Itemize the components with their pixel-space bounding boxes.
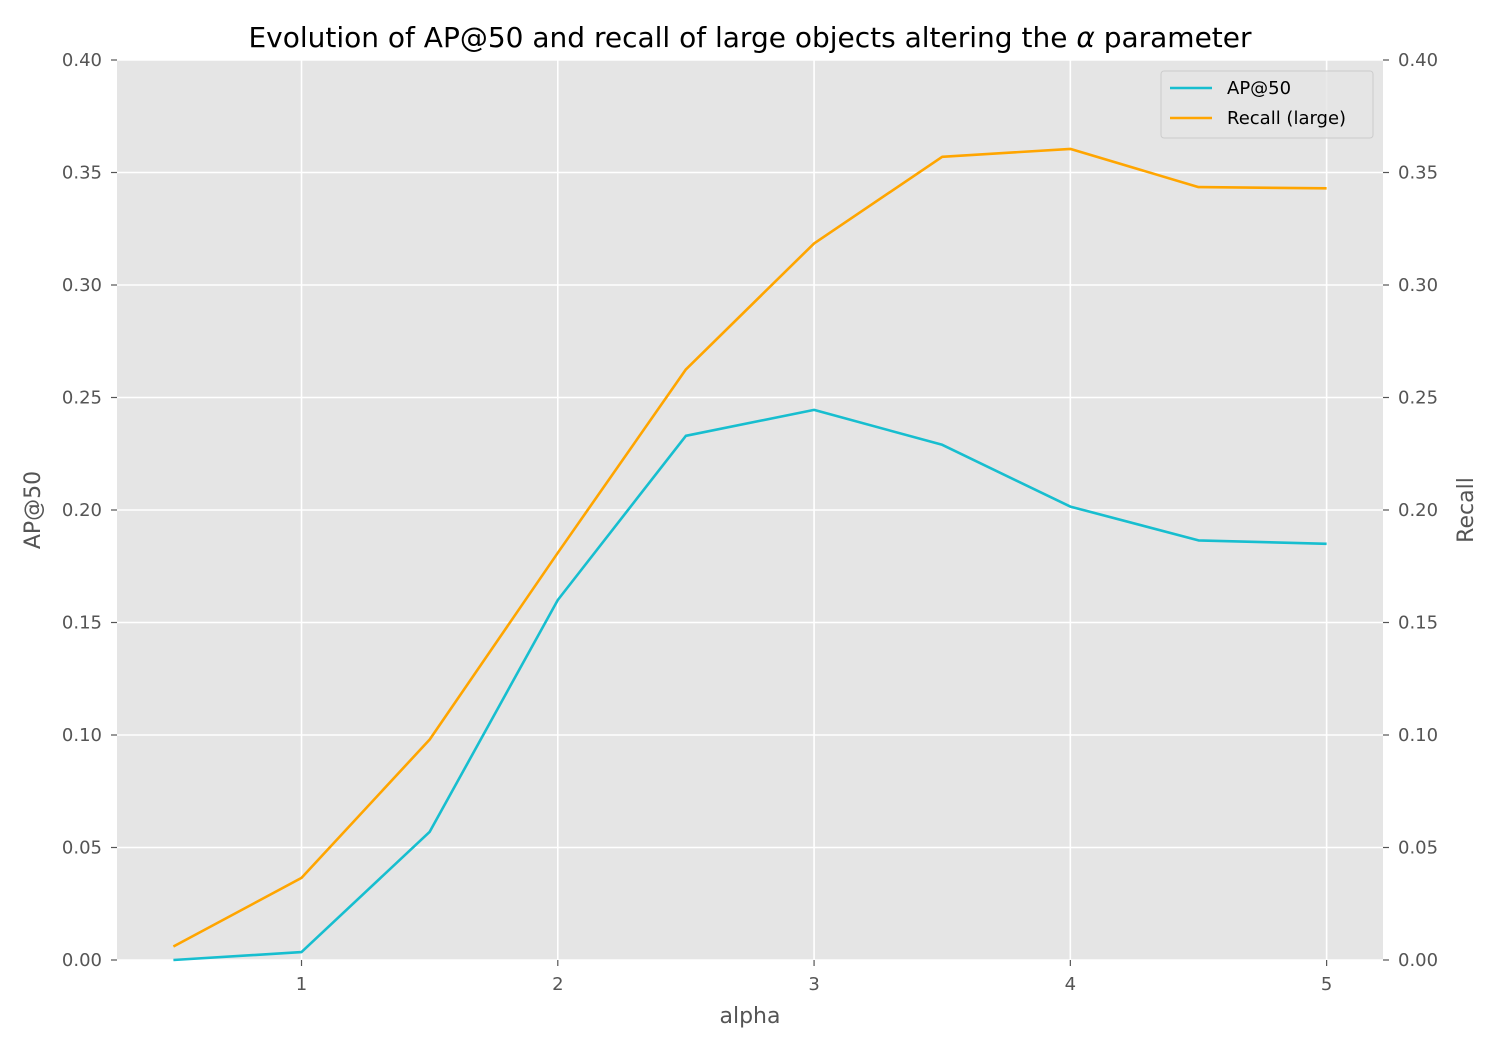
y-right-tick-label: 0.15 bbox=[1398, 613, 1438, 634]
y-right-tick-label: 0.35 bbox=[1398, 163, 1438, 184]
y-right-tick-label: 0.40 bbox=[1398, 50, 1438, 71]
series-line-recall-large bbox=[172, 147, 1327, 948]
y-left-tick-label: 0.40 bbox=[62, 50, 102, 71]
chart-title: Evolution of AP@50 and recall of large o… bbox=[248, 21, 1252, 54]
y-right-tick-label: 0.25 bbox=[1398, 388, 1438, 409]
y-right-tick-label: 0.30 bbox=[1398, 275, 1438, 296]
y-axis-right-label: Recall bbox=[1454, 477, 1479, 543]
y-left-tick-label: 0.35 bbox=[62, 163, 102, 184]
y-axis-left-label: AP@50 bbox=[21, 471, 46, 549]
y-left-tick-label: 0.15 bbox=[62, 613, 102, 634]
axes: 1 2 3 4 5 0.00 0.00 0.05 0.05 0.10 0.10 0.15 0.15 0.2… bbox=[62, 50, 1438, 995]
y-right-tick-label: 0.05 bbox=[1398, 838, 1438, 859]
title-prefix: Evolution of AP@50 and recall of large o… bbox=[248, 21, 1076, 54]
y-left-tick-label: 0.20 bbox=[62, 500, 102, 521]
x-tick-label: 1 bbox=[296, 974, 307, 995]
x-tick-label: 3 bbox=[808, 974, 819, 995]
y-right-tick-label: 0.20 bbox=[1398, 500, 1438, 521]
y-left-tick-label: 0.05 bbox=[62, 838, 102, 859]
y-left-tick-label: 0.10 bbox=[62, 725, 102, 746]
x-tick-label: 5 bbox=[1321, 974, 1332, 995]
title-suffix: parameter bbox=[1095, 21, 1252, 54]
grid-lines bbox=[117, 59, 1383, 961]
y-left-tick-label: 0.00 bbox=[62, 950, 102, 971]
y-left-tick-label: 0.25 bbox=[62, 388, 102, 409]
x-tick-label: 2 bbox=[552, 974, 563, 995]
legend-frame bbox=[1160, 70, 1374, 139]
y-left-tick-label: 0.30 bbox=[62, 275, 102, 296]
x-tick-label: 4 bbox=[1065, 974, 1076, 995]
legend-label-recall: Recall (large) bbox=[1227, 108, 1346, 129]
x-axis-label: alpha bbox=[720, 1004, 781, 1029]
title-symbol: α bbox=[1076, 21, 1095, 54]
legend-label-ap50: AP@50 bbox=[1227, 78, 1291, 99]
series-line-ap50 bbox=[173, 408, 1327, 962]
series-lines bbox=[172, 147, 1327, 962]
y-right-tick-label: 0.10 bbox=[1398, 725, 1438, 746]
y-right-tick-label: 0.00 bbox=[1398, 950, 1438, 971]
legend: AP@50 Recall (large) bbox=[1160, 70, 1374, 139]
